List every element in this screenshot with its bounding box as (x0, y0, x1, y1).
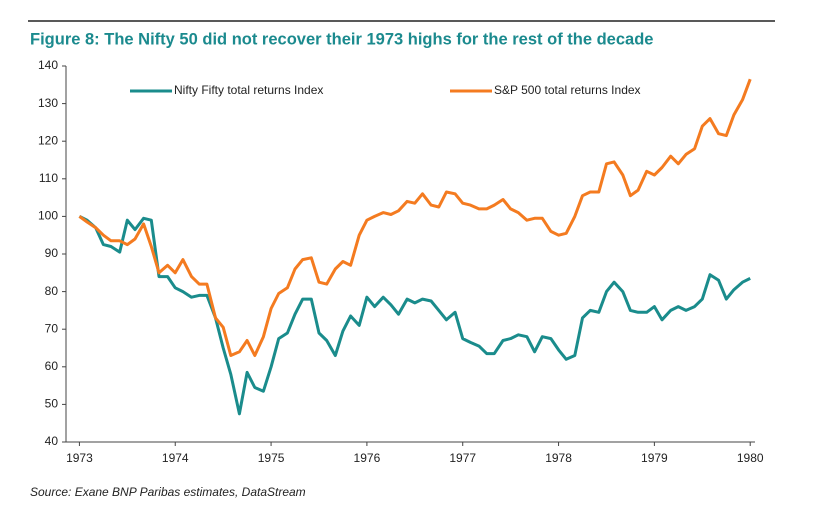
x-tick-label: 1975 (258, 451, 285, 465)
x-tick-label: 1976 (354, 451, 381, 465)
line-series (78, 215, 751, 416)
x-tick-label: 1974 (162, 451, 189, 465)
x-tick-label: 1980 (737, 451, 764, 465)
x-tick-label: 1979 (641, 451, 668, 465)
y-tick-label: 80 (45, 284, 59, 298)
y-tick-label: 110 (39, 171, 58, 185)
legend-label: Nifty Fifty total returns Index (174, 83, 323, 97)
x-tick-label: 1973 (66, 451, 93, 465)
y-tick-label: 70 (45, 321, 59, 335)
y-tick-label: 50 (45, 397, 59, 411)
y-tick-label: 40 (45, 434, 59, 448)
source: Source: Exane BNP Paribas estimates, Dat… (30, 485, 306, 499)
y-tick-label: 120 (38, 133, 58, 147)
legend-label: S&P 500 total returns Index (494, 83, 641, 97)
y-tick-label: 60 (45, 359, 59, 373)
y-tick-label: 130 (38, 96, 58, 110)
chart-title: Figure 8: The Nifty 50 did not recover t… (30, 30, 653, 48)
x-tick-label: 1978 (545, 451, 572, 465)
y-tick-label: 90 (45, 246, 59, 260)
y-tick-label: 140 (38, 58, 58, 72)
x-tick-label: 1977 (449, 451, 476, 465)
y-tick-label: 100 (38, 209, 58, 223)
line-series (78, 78, 752, 357)
